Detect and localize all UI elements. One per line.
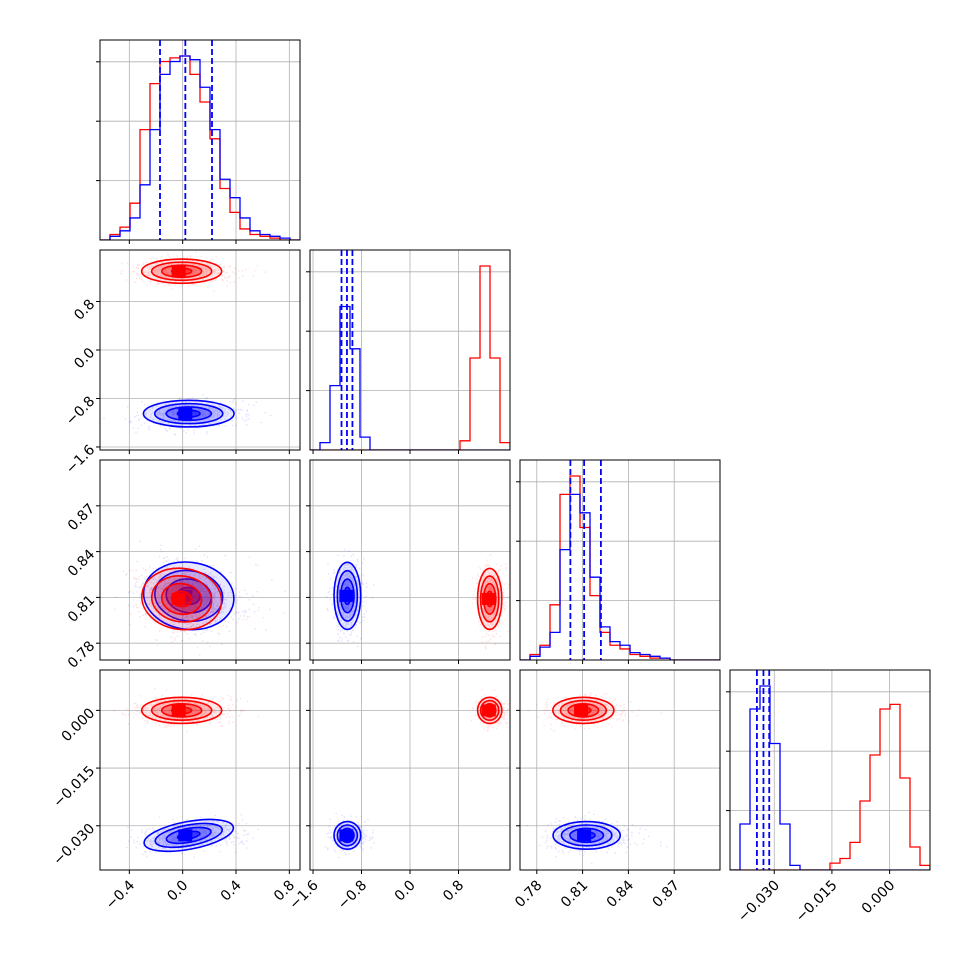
- y-tick-label-1-0: −1.6: [63, 442, 98, 477]
- x-tick-label-2-3: 0.87: [650, 877, 683, 910]
- density-peak-blue: [577, 829, 592, 842]
- panel-3-1: −1.6 −0.8 0.0 0.8: [286, 669, 511, 913]
- histogram-blue-2: [520, 493, 720, 660]
- x-tick-label-0-2: 0.4: [218, 877, 245, 904]
- panel-0-0: [96, 39, 301, 244]
- scatter-red: [527, 692, 663, 732]
- panel-frame: [519, 669, 721, 871]
- scatter-blue: [526, 811, 668, 865]
- panel-frame: [519, 459, 721, 661]
- panel-content: [100, 40, 300, 240]
- panel-frame: [99, 459, 301, 661]
- y-tick-label-2-0: 0.78: [65, 638, 98, 671]
- density-peak-red: [481, 704, 496, 717]
- y-tick-label-2-2: 0.84: [65, 547, 98, 580]
- density-peak-blue: [339, 829, 354, 842]
- histogram-blue-3: [730, 685, 930, 870]
- scatter-red: [113, 688, 260, 732]
- panel-frame: [99, 39, 301, 241]
- panel-1-0: −1.6 −0.8 0.0 0.8: [63, 249, 301, 477]
- density-peak-red: [574, 704, 589, 717]
- panel-3-3: −0.030 −0.015 0.000: [726, 669, 931, 925]
- histogram-blue-1: [310, 305, 510, 450]
- x-tick-label-1-2: 0.0: [392, 877, 419, 904]
- panel-content: [100, 250, 300, 450]
- panel-content: [310, 460, 510, 660]
- density-peak-blue: [339, 589, 354, 602]
- x-tick-label-0-1: 0.0: [164, 877, 191, 904]
- panel-frame: [99, 669, 301, 871]
- density-peak-red: [171, 265, 186, 278]
- y-tick-label-3-2: 0.000: [59, 705, 99, 745]
- y-tick-label-3-0: −0.030: [50, 821, 98, 869]
- histogram-red-1: [310, 265, 510, 450]
- y-tick-label-1-1: −0.8: [63, 393, 98, 428]
- panel-2-0: 0.78 0.81 0.84 0.87: [65, 459, 301, 672]
- x-tick-label-1-1: −0.8: [335, 877, 370, 912]
- panel-content: [100, 460, 300, 660]
- x-tick-label-2-0: 0.78: [512, 877, 545, 910]
- density-peak-blue: [178, 829, 193, 842]
- x-tick-label-1-3: 0.8: [440, 877, 467, 904]
- density-peak-red: [171, 704, 186, 717]
- panel-frame: [729, 669, 931, 871]
- x-tick-label-3-0: −0.030: [735, 877, 783, 925]
- scatter-red: [119, 251, 266, 293]
- histogram-blue-0: [100, 55, 300, 240]
- y-tick-label-1-2: 0.0: [71, 345, 98, 372]
- corner-panels: −1.6 −0.8 0.0 0.8 0.78 0.81 0.84 0.87 −0.4 0.0 0.4…: [50, 39, 931, 925]
- x-tick-label-2-1: 0.81: [558, 877, 591, 910]
- panel-content: [100, 670, 300, 870]
- panel-1-1: [306, 249, 511, 454]
- panel-2-1: [306, 459, 511, 664]
- panel-content: [520, 670, 720, 870]
- y-tick-label-1-3: 0.8: [71, 296, 98, 323]
- x-tick-label-0-0: −0.4: [103, 877, 138, 912]
- histogram-red-3: [730, 703, 930, 870]
- y-tick-label-3-1: −0.015: [50, 763, 98, 811]
- y-tick-label-2-1: 0.81: [65, 592, 98, 625]
- y-tick-label-2-3: 0.87: [65, 501, 98, 534]
- density-peak-red: [481, 592, 496, 605]
- x-tick-label-3-1: −0.015: [793, 877, 841, 925]
- panel-2-2: [516, 459, 721, 664]
- x-tick-label-2-2: 0.84: [604, 877, 637, 910]
- density-peak-red: [171, 592, 186, 605]
- x-tick-label-3-2: 0.000: [859, 877, 899, 917]
- panel-content: [310, 670, 510, 870]
- panel-content: [520, 460, 720, 660]
- density-peak-blue: [178, 407, 193, 420]
- panel-content: [730, 670, 930, 870]
- panel-3-2: 0.78 0.81 0.84 0.87: [512, 669, 721, 911]
- panel-content: [310, 250, 510, 450]
